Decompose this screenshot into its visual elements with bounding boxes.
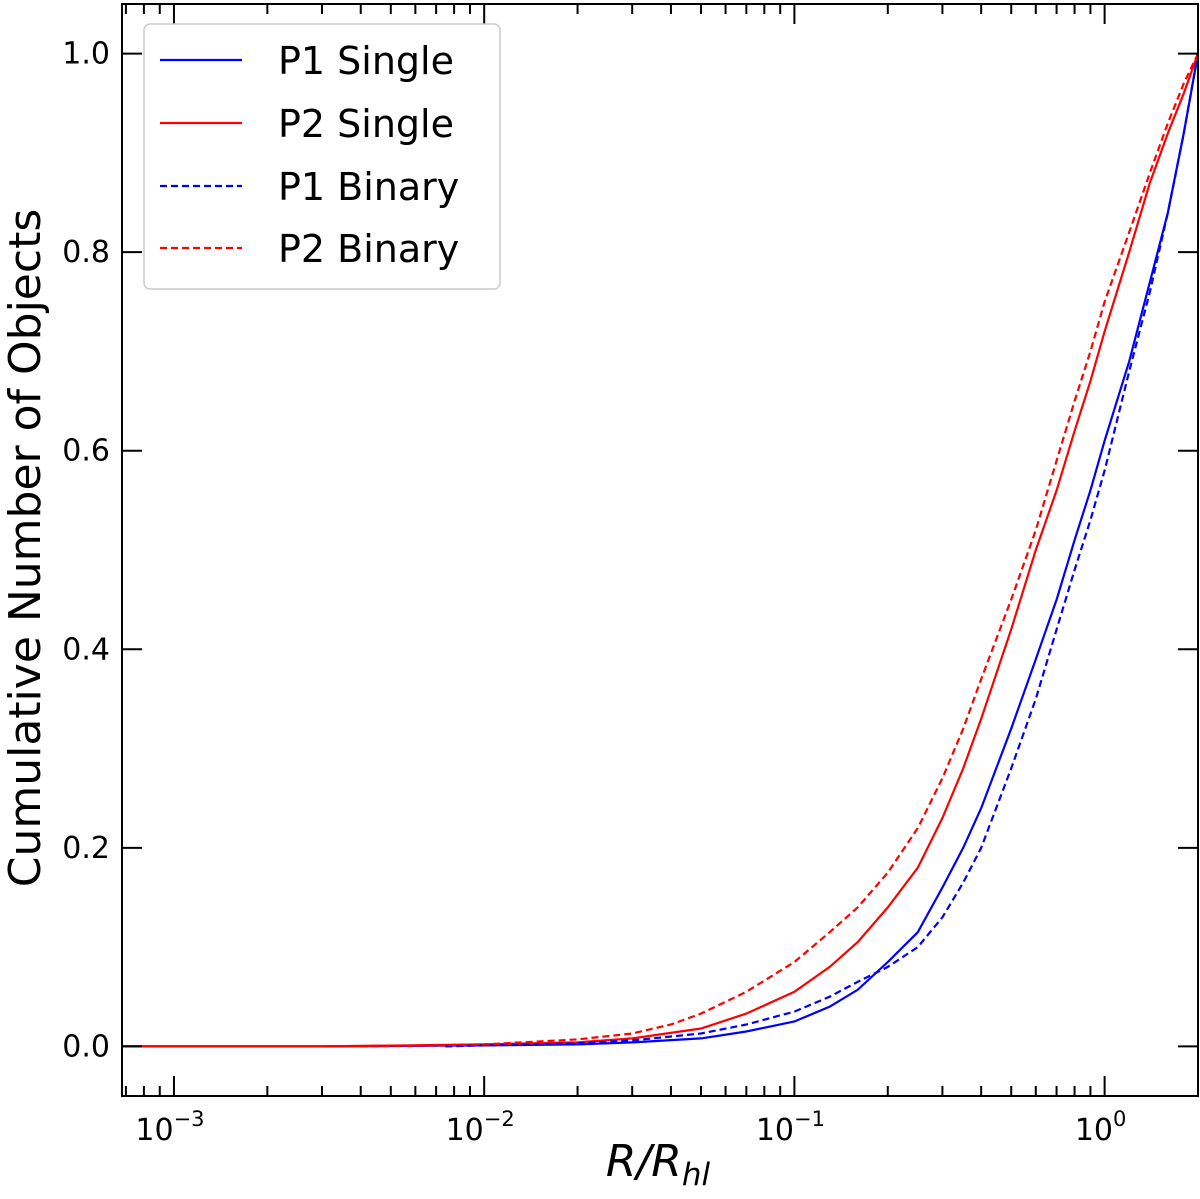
legend-label: P2 Single xyxy=(278,102,454,146)
legend-entry: P2 Binary xyxy=(160,227,459,271)
y-tick-label: 1.0 xyxy=(62,37,110,72)
y-axis-label: Cumulative Number of Objects xyxy=(0,209,51,887)
legend-entry: P1 Single xyxy=(160,39,454,83)
legend-entry: P1 Binary xyxy=(160,165,459,209)
y-tick-label: 0.2 xyxy=(62,831,110,866)
y-tick-label: 0.8 xyxy=(62,235,110,270)
x-tick-label: 10−2 xyxy=(446,1107,515,1148)
x-axis-label-subscript: hl xyxy=(682,1157,711,1193)
y-tick-label: 0.0 xyxy=(62,1029,110,1064)
legend-label: P1 Single xyxy=(278,39,454,83)
series-line-p1-single xyxy=(122,53,1198,1048)
legend-box xyxy=(143,23,501,290)
tick-labels: 0.0 0.2 0.4 0.6 0.8 1.0 10−3 10−2 10−1 100 xyxy=(62,37,1126,1148)
legend-entry: P2 Single xyxy=(160,102,454,146)
legend-label: P1 Binary xyxy=(278,165,459,209)
x-tick-label: 10−3 xyxy=(135,1107,204,1148)
x-axis-label-base: R/R xyxy=(606,1136,682,1187)
axis-ticks xyxy=(122,4,1199,1096)
x-tick-label: 100 xyxy=(1075,1107,1127,1148)
y-tick-label: 0.4 xyxy=(62,632,110,667)
series-line-p1-binary xyxy=(445,53,1198,1048)
x-axis-label: R/Rhl xyxy=(606,1136,711,1193)
series-line-p2-single xyxy=(122,53,1198,1048)
legend-label: P2 Binary xyxy=(278,227,459,271)
x-tick-label: 10−1 xyxy=(756,1107,825,1148)
plot-frame xyxy=(121,3,1199,1097)
legend: P1 Single P2 Single P1 Binary P2 Binary xyxy=(143,23,501,290)
plot-series-layer xyxy=(122,53,1198,1048)
y-tick-label: 0.6 xyxy=(62,434,110,469)
